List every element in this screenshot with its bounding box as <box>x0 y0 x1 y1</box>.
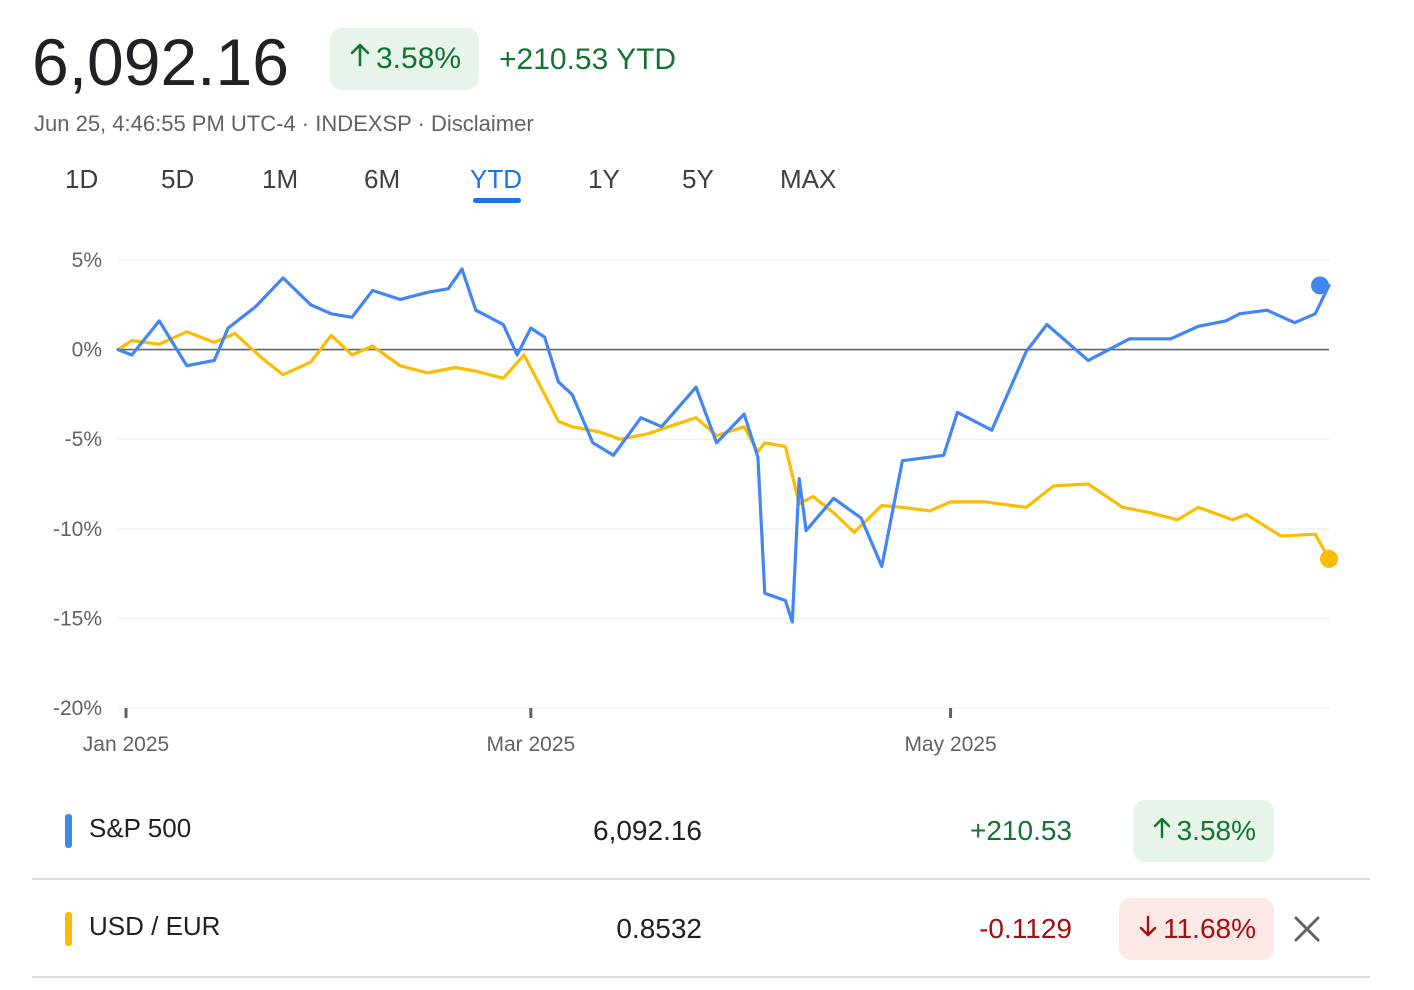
series-abs-change: +210.53 <box>970 815 1072 846</box>
series-pct-change-badge: 11.68% <box>1119 898 1274 960</box>
series-color-swatch <box>65 814 72 848</box>
tab-6m[interactable]: 6M <box>364 164 401 194</box>
series-pct-change-badge: 3.58% <box>1132 800 1274 862</box>
x-axis-ticks: Jan 2025 Mar 2025 May 2025 <box>83 708 997 756</box>
tab-ytd[interactable]: YTD <box>470 164 522 194</box>
arrow-up-icon <box>348 42 372 76</box>
tab-1y[interactable]: 1Y <box>588 164 620 194</box>
tab-max[interactable]: MAX <box>780 164 837 194</box>
series-endpoint-sp500 <box>1311 276 1329 295</box>
selected-tab-indicator <box>473 198 521 203</box>
x-tick-label: May 2025 <box>904 733 996 756</box>
series-endpoint-usd-eur <box>1320 549 1338 568</box>
y-tick-label: 5% <box>72 249 102 272</box>
series-line-sp500 <box>116 267 1331 624</box>
tab-1m[interactable]: 1M <box>262 164 299 194</box>
series-pct-change-value: 11.68% <box>1163 913 1256 944</box>
y-tick-label: 0% <box>72 339 102 362</box>
absolute-change: +210.53 YTD <box>499 43 677 76</box>
comparison-line-chart: 5% 0% -5% -10% -15% -20% Jan 2025 Mar 2025 May … <box>53 249 1338 756</box>
y-axis-ticks: 5% 0% -5% -10% -15% -20% <box>53 249 102 720</box>
series-color-swatch <box>65 912 72 946</box>
tab-5y[interactable]: 5Y <box>682 164 714 194</box>
range-tabs: 1D 5D 1M 6M YTD 1Y 5Y MAX <box>0 160 900 208</box>
y-tick-label: -10% <box>53 518 102 541</box>
y-tick-label: -5% <box>65 428 102 451</box>
close-icon[interactable] <box>1290 912 1324 946</box>
series-pct-change-value: 3.58% <box>1176 815 1256 846</box>
x-tick-label: Jan 2025 <box>83 733 169 756</box>
arrow-down-icon <box>1137 913 1159 945</box>
current-price: 6,092.16 <box>32 25 289 99</box>
series-name: S&P 500 <box>89 813 192 843</box>
percent-change-value: 3.58% <box>376 42 462 75</box>
quote-meta-line: Jun 25, 4:46:55 PM UTC-4 · INDEXSP · Dis… <box>34 111 534 136</box>
series-value: 0.8532 <box>616 913 702 944</box>
series-value: 6,092.16 <box>593 815 702 846</box>
comparison-row-sp500[interactable]: S&P 500 6,092.16 +210.53 3.58% <box>32 782 1370 880</box>
arrow-up-icon <box>1151 815 1173 847</box>
series-name: USD / EUR <box>89 911 221 941</box>
x-tick-label: Mar 2025 <box>486 733 575 756</box>
tab-5d[interactable]: 5D <box>161 164 195 194</box>
chart-series <box>116 267 1338 624</box>
percent-change-badge: 3.58% <box>330 28 480 90</box>
chart-gridlines <box>118 259 1329 709</box>
y-tick-label: -20% <box>53 697 102 720</box>
y-tick-label: -15% <box>53 607 102 630</box>
series-line-usd-eur <box>116 330 1331 561</box>
comparison-row-usd-eur[interactable]: USD / EUR 0.8532 -0.1129 11.68% <box>32 880 1370 978</box>
tab-1d[interactable]: 1D <box>65 164 99 194</box>
series-abs-change: -0.1129 <box>979 913 1072 944</box>
